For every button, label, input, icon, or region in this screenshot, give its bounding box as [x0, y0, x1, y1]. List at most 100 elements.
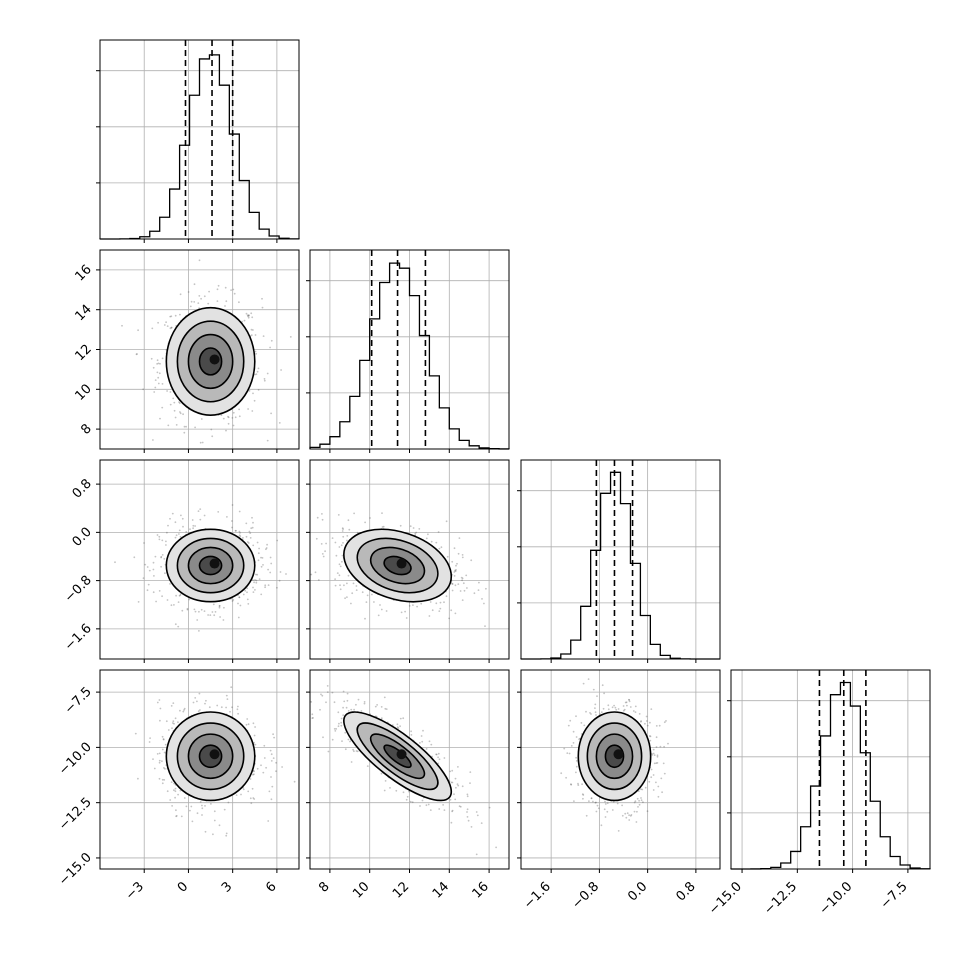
- scatter-point: [257, 367, 260, 370]
- scatter-point: [580, 722, 583, 724]
- scatter-point: [334, 730, 337, 732]
- scatter-point: [231, 706, 233, 709]
- scatter-point: [334, 584, 337, 587]
- scatter-point: [154, 379, 157, 381]
- scatter-point: [263, 379, 266, 382]
- scatter-point: [165, 720, 168, 723]
- scatter-point: [395, 789, 398, 792]
- scatter-point: [347, 519, 350, 522]
- scatter-point: [216, 288, 219, 291]
- scatter-point: [339, 584, 341, 587]
- scatter-point: [270, 412, 272, 415]
- scatter-point: [585, 814, 588, 817]
- scatter-point: [320, 693, 322, 696]
- scatter-point: [179, 411, 181, 413]
- scatter-point: [230, 289, 233, 291]
- scatter-point: [252, 392, 254, 395]
- scatter-point: [150, 357, 153, 360]
- scatter-point: [170, 315, 173, 318]
- scatter-point: [174, 314, 177, 317]
- scatter-point: [652, 752, 655, 755]
- scatter-point: [245, 312, 248, 315]
- scatter-point: [604, 800, 606, 803]
- panel-frame: [730, 669, 931, 870]
- scatter-point: [252, 544, 255, 547]
- scatter-point: [333, 701, 336, 704]
- scatter-point: [222, 417, 225, 420]
- x-tick-label-1-4: 16: [470, 879, 492, 901]
- scatter-point: [181, 517, 184, 520]
- scatter-point: [226, 516, 228, 518]
- scatter-point: [470, 826, 473, 828]
- scatter-point: [148, 741, 151, 743]
- scatter-point: [475, 853, 478, 856]
- scatter-point: [255, 579, 258, 582]
- scatter-point: [163, 558, 166, 560]
- scatter-point: [183, 707, 186, 710]
- scatter-point: [327, 750, 330, 753]
- x-tick-label-3-3: −7.5: [878, 879, 911, 912]
- scatter-point: [458, 537, 461, 539]
- scatter-point: [185, 805, 188, 808]
- scatter-point: [156, 359, 159, 362]
- scatter-point: [239, 532, 241, 534]
- scatter-point: [256, 573, 259, 576]
- scatter-point: [405, 617, 408, 619]
- scatter-point: [156, 363, 158, 365]
- scatter-point: [399, 717, 402, 720]
- scatter-point: [199, 801, 202, 803]
- scatter-point: [458, 805, 461, 808]
- scatter-point: [443, 601, 445, 604]
- scatter-point: [583, 724, 586, 727]
- scatter-point: [415, 531, 418, 534]
- scatter-point: [254, 350, 257, 353]
- panel-frame: [99, 459, 300, 660]
- scatter-point: [246, 598, 249, 601]
- scatter-point: [272, 733, 274, 736]
- scatter-point: [281, 766, 283, 768]
- scatter-point: [337, 711, 340, 714]
- scatter-point: [211, 435, 214, 438]
- scatter-point: [194, 697, 197, 699]
- scatter-point: [254, 334, 257, 336]
- scatter-point: [242, 537, 244, 539]
- scatter-point: [157, 382, 160, 385]
- scatter-point: [174, 790, 177, 793]
- scatter-point: [345, 706, 348, 709]
- scatter-point: [265, 766, 267, 769]
- scatter-point: [322, 736, 324, 739]
- scatter-point: [262, 771, 265, 774]
- scatter-point: [660, 777, 663, 780]
- scatter-point: [371, 593, 373, 596]
- scatter-point: [210, 803, 212, 805]
- scatter-point: [249, 532, 252, 534]
- scatter-point: [446, 555, 449, 558]
- scatter-point: [266, 543, 268, 546]
- scatter-point: [410, 734, 413, 736]
- scatter-point: [325, 542, 327, 545]
- scatter-point: [622, 705, 625, 707]
- scatter-point: [348, 528, 351, 531]
- scatter-point: [347, 710, 350, 712]
- scatter-point: [451, 582, 454, 585]
- scatter-point: [179, 789, 182, 792]
- scatter-point: [596, 804, 599, 807]
- scatter-point: [166, 790, 169, 793]
- scatter-point: [409, 800, 412, 803]
- scatter-point: [152, 591, 155, 594]
- scatter-point: [461, 599, 464, 601]
- scatter-point: [565, 776, 567, 779]
- scatter-point: [155, 600, 157, 603]
- scatter-point: [238, 301, 240, 304]
- scatter-point: [316, 516, 319, 519]
- scatter-point: [231, 526, 233, 529]
- scatter-point: [581, 783, 583, 786]
- scatter-point: [114, 561, 116, 564]
- scatter-point: [353, 750, 355, 753]
- scatter-point: [644, 722, 646, 725]
- scatter-point: [161, 554, 164, 556]
- scatter-point: [410, 730, 412, 733]
- scatter-point: [133, 556, 136, 559]
- scatter-point: [166, 325, 169, 327]
- scatter-point: [270, 753, 273, 756]
